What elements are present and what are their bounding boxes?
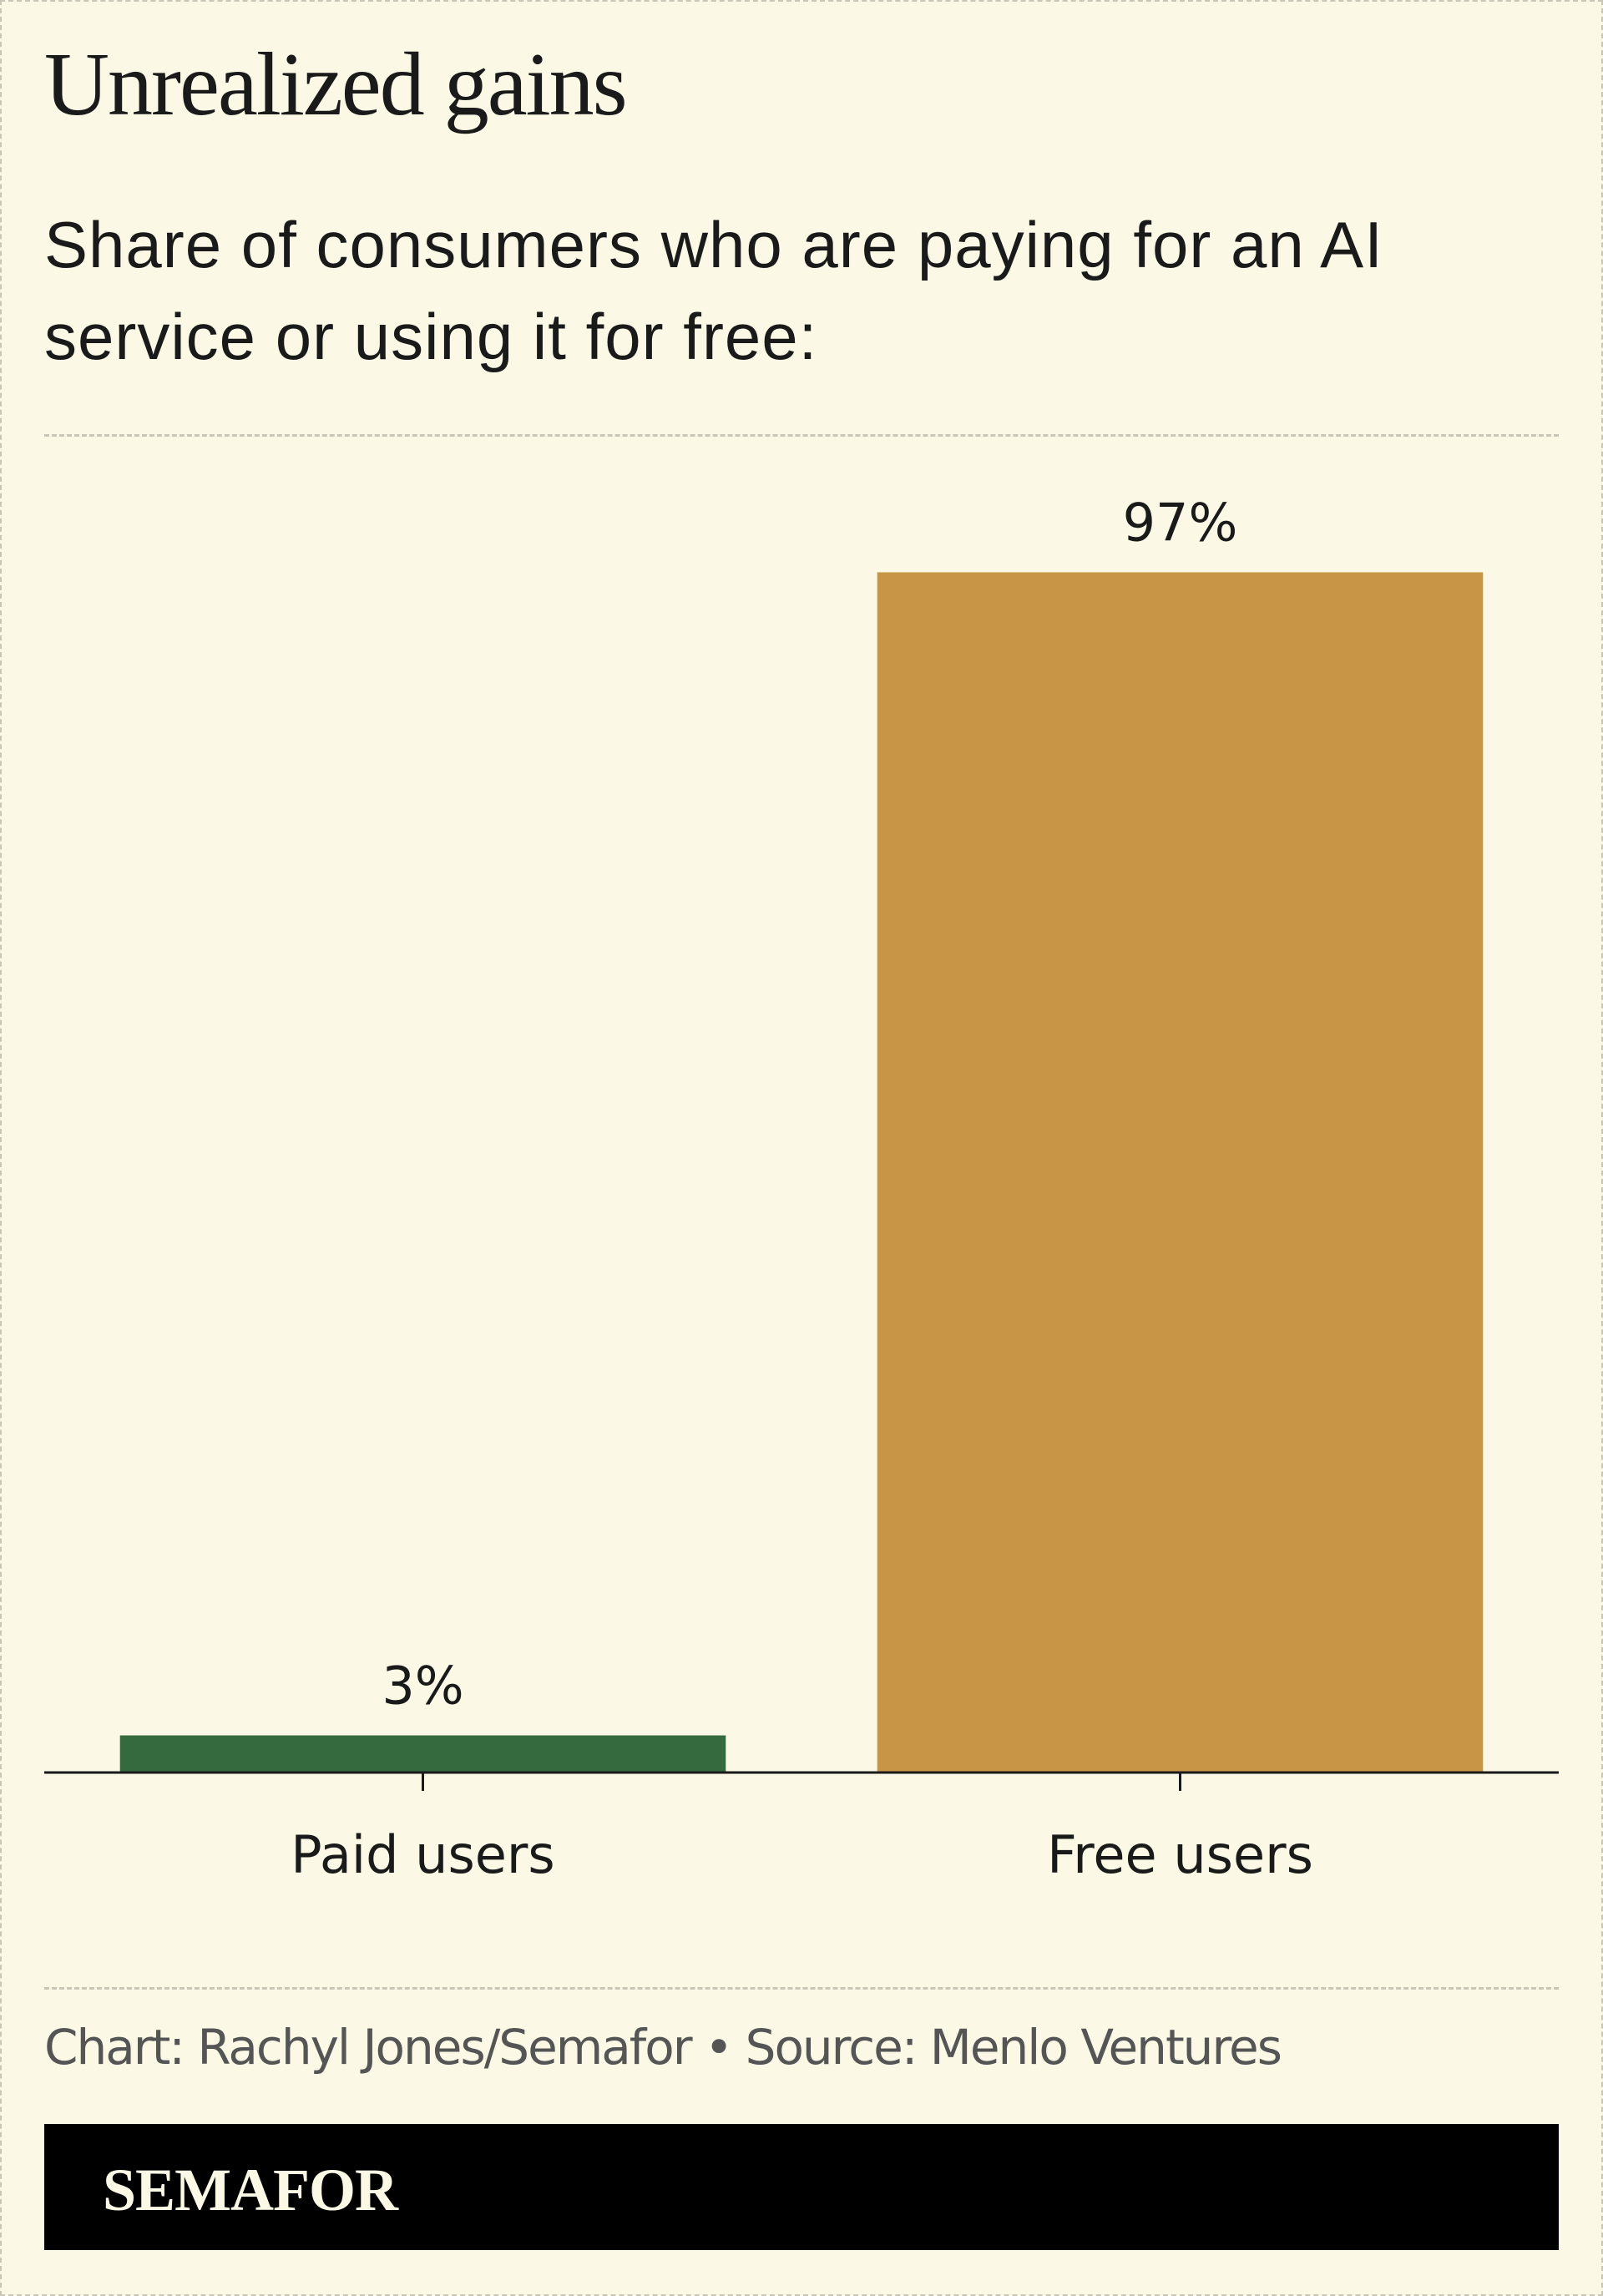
brand-logo: SEMAFOR — [103, 2157, 398, 2223]
chart-title: Unrealized gains — [44, 35, 628, 134]
bar — [877, 572, 1484, 1773]
bar — [119, 1735, 726, 1773]
source-note: Chart: Rachyl Jones/Semafor • Source: Me… — [44, 2019, 1282, 2076]
x-tick-label: Paid users — [291, 1824, 554, 1885]
chart-subtitle: Share of consumers who are paying for an… — [44, 208, 1383, 373]
value-label: 3% — [382, 1656, 463, 1717]
x-tick-label: Free users — [1047, 1824, 1313, 1885]
value-label: 97% — [1123, 492, 1238, 553]
divider — [44, 1987, 1559, 1990]
brand-band: SEMAFOR — [44, 2124, 1559, 2250]
divider — [44, 434, 1559, 437]
